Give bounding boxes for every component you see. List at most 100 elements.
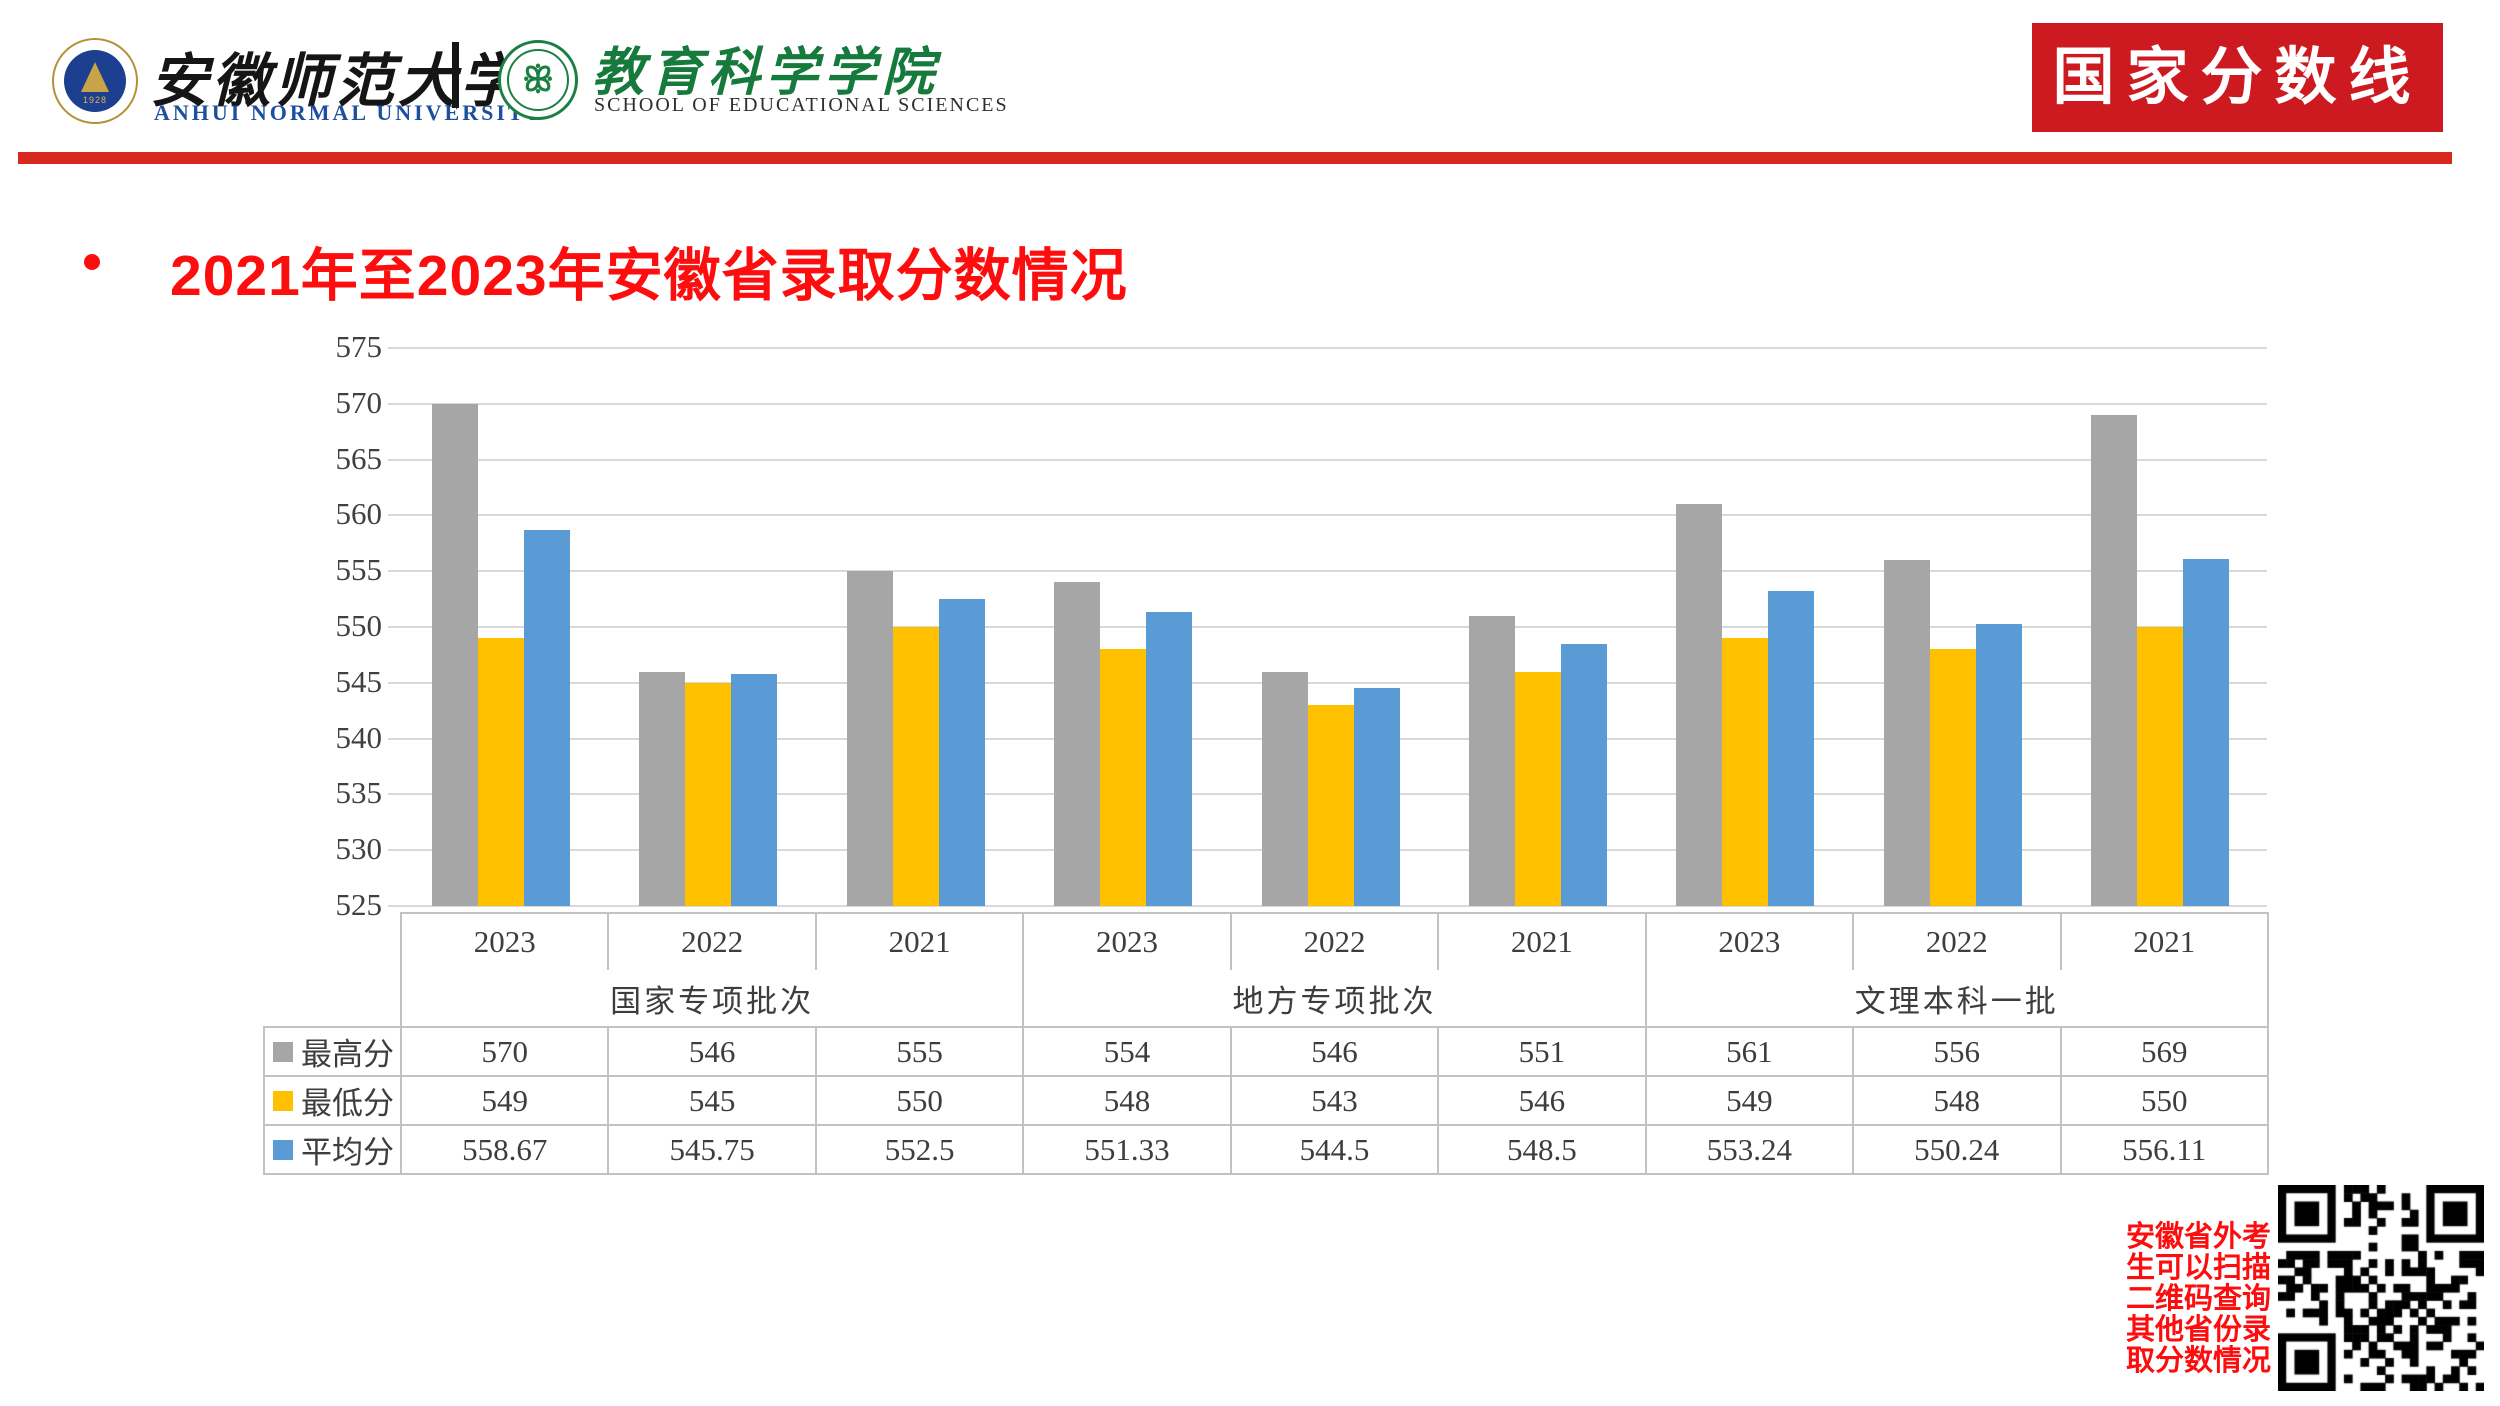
- bar-avg-2022: [1975, 624, 2022, 906]
- table-value-cell: 569: [2059, 1026, 2269, 1077]
- bar-min-2021: [1514, 671, 1561, 906]
- gridline-570: [388, 402, 2267, 405]
- y-axis-label: 530: [335, 831, 383, 867]
- bar-min-2022: [685, 682, 732, 906]
- bar-avg-2022: [1353, 688, 1400, 906]
- university-seal-year: 1928: [82, 95, 108, 105]
- university-seal-tower-icon: [81, 62, 109, 92]
- bar-min-2021: [892, 627, 939, 906]
- table-value-cell: 552.5: [814, 1124, 1025, 1175]
- bar-avg-2023: [523, 530, 570, 906]
- table-value-cell: 549: [399, 1075, 610, 1126]
- header-rule: [18, 152, 2452, 164]
- bar-min-2022: [1929, 649, 1976, 906]
- table-value-cell: 550: [814, 1075, 1025, 1126]
- school-seal-glyph-icon: ꕥ: [522, 61, 554, 99]
- qr-code: [2278, 1185, 2484, 1391]
- table-value-cell: 548: [1022, 1075, 1232, 1126]
- bar-avg-2023: [1768, 590, 1815, 906]
- table-group-cell: 国家专项批次: [399, 970, 1025, 1028]
- legend-swatch-max: [273, 1041, 293, 1062]
- header-divider: [452, 42, 459, 108]
- table-value-cell: 545: [607, 1075, 817, 1126]
- y-axis-label: 565: [335, 440, 383, 476]
- university-name-en: ANHUI NORMAL UNIVERSITY: [154, 100, 545, 125]
- bar-min-2022: [1307, 705, 1354, 906]
- table-corner-blank: [264, 970, 401, 1027]
- gridline-535: [388, 793, 2267, 796]
- table-value-cell: 551.33: [1022, 1124, 1232, 1175]
- gridline-565: [388, 458, 2267, 461]
- table-year-cell: 2021: [1437, 912, 1647, 970]
- table-value-cell: 551: [1437, 1026, 1647, 1077]
- table-corner-blank: [264, 913, 401, 970]
- legend-label-max: 最高分: [301, 1037, 394, 1072]
- bar-max-2022: [1261, 671, 1308, 906]
- legend-cell-min: 最低分: [263, 1075, 402, 1126]
- table-value-cell: 546: [607, 1026, 817, 1077]
- table-year-cell: 2021: [2059, 912, 2269, 970]
- table-value-cell: 546: [1229, 1026, 1440, 1077]
- university-seal-icon: 1928: [52, 38, 138, 124]
- bar-max-2021: [1468, 615, 1515, 906]
- table-value-cell: 546: [1437, 1075, 1647, 1126]
- gridline-555: [388, 570, 2267, 573]
- bar-avg-2021: [1560, 643, 1607, 906]
- table-year-cell: 2022: [1229, 912, 1440, 970]
- table-year-cell: 2023: [1022, 912, 1232, 970]
- y-axis-label: 535: [335, 775, 383, 811]
- table-group-cell: 文理本科一批: [1644, 970, 2269, 1028]
- bar-min-2023: [1722, 638, 1769, 906]
- table-value-cell: 544.5: [1229, 1124, 1440, 1175]
- bar-max-2023: [1054, 582, 1101, 906]
- bar-min-2021: [2137, 627, 2184, 906]
- school-seal-ring: ꕥ: [507, 49, 569, 111]
- table-value-cell: 555: [814, 1026, 1025, 1077]
- table-value-cell: 548.5: [1437, 1124, 1647, 1175]
- bar-max-2022: [1883, 560, 1930, 906]
- school-name-cn: 教育科学学院: [592, 44, 941, 102]
- legend-swatch-avg: [273, 1139, 293, 1160]
- school-seal-icon: ꕥ: [498, 40, 578, 120]
- y-axis-label: 555: [335, 552, 383, 588]
- bar-min-2023: [1100, 649, 1147, 906]
- gridline-530: [388, 849, 2267, 852]
- university-seal-inner: 1928: [64, 50, 126, 112]
- gridline-545: [388, 681, 2267, 684]
- bar-avg-2022: [731, 674, 778, 906]
- bar-max-2023: [431, 403, 478, 906]
- bar-avg-2021: [2183, 558, 2230, 906]
- table-value-cell: 550: [2059, 1075, 2269, 1126]
- page-title: 2021年至2023年安徽省录取分数情况: [170, 244, 1128, 308]
- score-table: 2023 2022 2021 2023 2022 2021 2023 2022 2021 国家专项…: [263, 912, 2269, 1175]
- table-value-cell: 556.11: [2059, 1124, 2269, 1175]
- gridline-575: [388, 347, 2267, 349]
- gridline-525: [388, 905, 2267, 907]
- school-name-en: SCHOOL OF EDUCATIONAL SCIENCES: [594, 94, 1009, 116]
- legend-swatch-min: [273, 1090, 293, 1111]
- bar-max-2023: [1676, 504, 1723, 906]
- qr-note: 安徽省外考 生可以扫描 二维码查询 其他省份录 取分数情况: [2126, 1221, 2272, 1377]
- table-year-cell: 2021: [814, 912, 1025, 970]
- legend-label-min: 最低分: [301, 1086, 394, 1121]
- table-value-cell: 550.24: [1852, 1124, 2062, 1175]
- y-axis-label: 560: [335, 496, 383, 532]
- table-year-cell: 2023: [1644, 912, 1855, 970]
- table-group-cell: 地方专项批次: [1022, 970, 1647, 1028]
- table-year-cell: 2023: [399, 912, 610, 970]
- table-value-cell: 554: [1022, 1026, 1232, 1077]
- y-axis-label: 570: [335, 384, 383, 420]
- table-value-cell: 570: [399, 1026, 610, 1077]
- table-value-cell: 549: [1644, 1075, 1855, 1126]
- title-bullet-icon: [84, 254, 100, 270]
- table-value-cell: 556: [1852, 1026, 2062, 1077]
- table-value-cell: 548: [1852, 1075, 2062, 1126]
- legend-label-avg: 平均分: [301, 1135, 394, 1170]
- y-axis-label: 550: [335, 608, 383, 643]
- bar-avg-2021: [938, 599, 985, 906]
- gridline-550: [388, 626, 2267, 628]
- bar-avg-2023: [1146, 612, 1193, 906]
- table-value-cell: 553.24: [1644, 1124, 1855, 1175]
